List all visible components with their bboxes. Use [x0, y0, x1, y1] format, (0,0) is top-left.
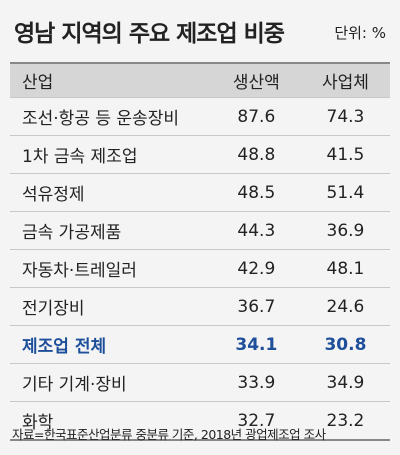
cell-value: 24.6: [300, 287, 390, 326]
table-row: 금속 가공제품 44.3 36.9: [10, 211, 390, 250]
row-label: 자동차·트레일러: [10, 249, 212, 288]
cell-value: 42.9: [211, 249, 301, 288]
table-row: 조선·항공 등 운송장비 87.6 74.3: [10, 97, 390, 136]
cell-value: 48.1: [300, 249, 390, 288]
unit: 단위: %: [334, 24, 386, 42]
cell-value: 87.6: [211, 97, 301, 136]
row-label: 금속 가공제품: [10, 211, 212, 250]
source: 자료=한국표준산업분류 중분류 기준, 2018년 광업제조업 조사: [12, 427, 326, 442]
cell-value: 36.7: [211, 287, 301, 326]
title: 영남 지역의 주요 제조업 비중: [14, 21, 285, 47]
column-header: 생산액: [211, 62, 301, 98]
cell-value: 48.8: [211, 135, 301, 174]
row-label: 1차 금속 제조업: [10, 135, 212, 174]
table-row: 전기장비 36.7 24.6: [10, 287, 390, 326]
table: 산업 생산액 사업체 조선·항공 등 운송장비 87.6 74.3 1차 금속 제조업 48…: [10, 62, 390, 441]
row-label: 제조업 전체: [10, 325, 212, 364]
row-label: 전기장비: [10, 287, 212, 326]
row-label: 화학: [10, 401, 212, 441]
table-row: 제조업 전체 34.1 30.8: [10, 325, 390, 364]
cell-value: 23.2: [300, 401, 390, 441]
column-header: 산업: [10, 62, 212, 98]
cell-value: 34.1: [211, 325, 301, 364]
header-row: 산업 생산액 사업체: [10, 62, 390, 98]
table-row: 화학 32.7 23.2: [10, 401, 390, 441]
table-row: 석유정제 48.5 51.4: [10, 173, 390, 212]
table-row: 자동차·트레일러 42.9 48.1: [10, 249, 390, 288]
cell-value: 51.4: [300, 173, 390, 212]
table-body: 조선·항공 등 운송장비 87.6 74.3 1차 금속 제조업 48.8 41.5 석유정…: [10, 97, 390, 441]
cell-value: 32.7: [211, 401, 301, 441]
cell-value: 74.3: [300, 97, 390, 136]
cell-value: 34.9: [300, 363, 390, 402]
row-label: 기타 기계·장비: [10, 363, 212, 402]
cell-value: 44.3: [211, 211, 301, 250]
cell-value: 36.9: [300, 211, 390, 250]
row-label: 조선·항공 등 운송장비: [10, 97, 212, 136]
table-row: 기타 기계·장비 33.9 34.9: [10, 363, 390, 402]
row-label: 석유정제: [10, 173, 212, 212]
column-header: 사업체: [300, 62, 390, 98]
cell-value: 48.5: [211, 173, 301, 212]
cell-value: 33.9: [211, 363, 301, 402]
cell-value: 41.5: [300, 135, 390, 174]
cell-value: 30.8: [300, 325, 390, 364]
table-row: 1차 금속 제조업 48.8 41.5: [10, 135, 390, 174]
